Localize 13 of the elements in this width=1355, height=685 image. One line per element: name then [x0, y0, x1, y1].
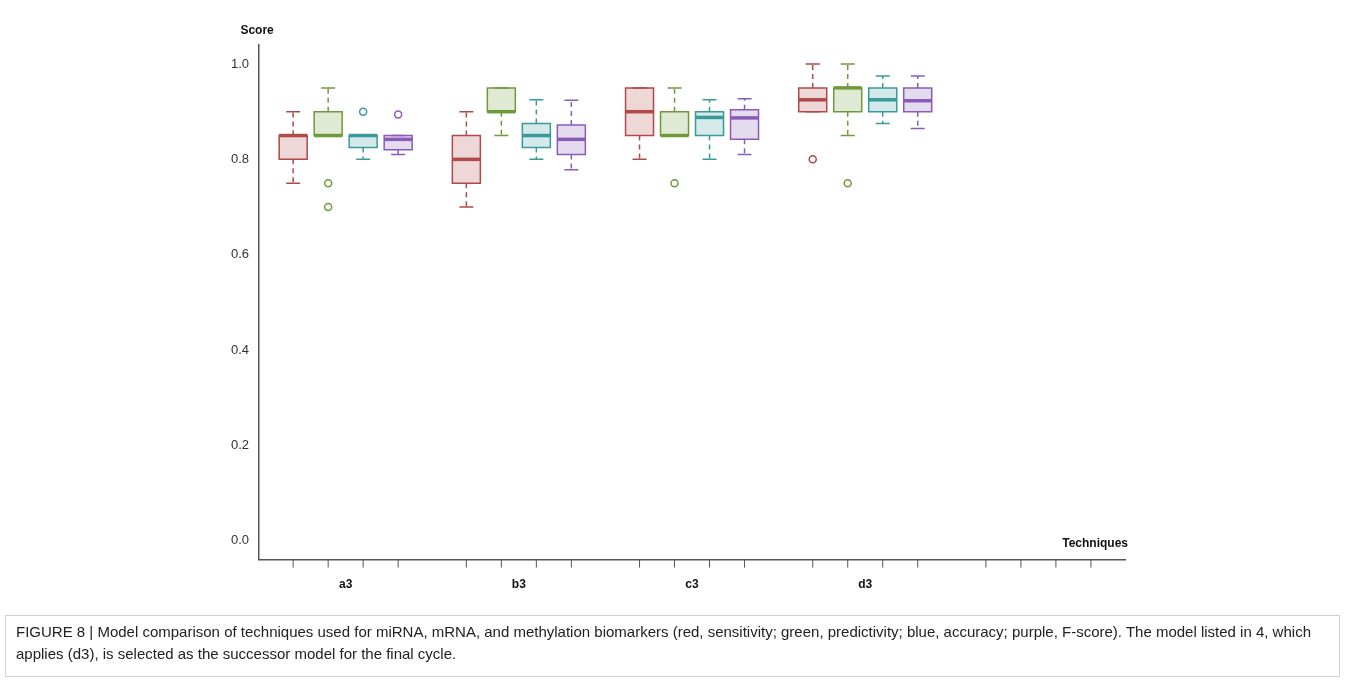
caption: FIGURE 8 | Model comparison of techniques used for miRNA, mRNA, and methylation biomarkers (red, sensitivity; green, predictivity; blue, accuracy; purple, F-score). The model listed in 4, which applies (d3), is selected as the successor model for the final cycle. [16, 622, 1312, 664]
x-tick-label: b3 [511, 577, 527, 592]
x-tick-label: a3 [338, 577, 353, 592]
x-tick-label: d3 [858, 577, 873, 592]
y-tick-label: 0.6 [230, 246, 250, 262]
y-tick-label: 1.0 [230, 55, 250, 71]
y-tick-label: 0.2 [230, 436, 250, 452]
y-tick-label: 0.8 [230, 150, 250, 166]
x-tick-label: c3 [685, 577, 700, 592]
y-tick-label: 0.4 [230, 341, 250, 357]
x-axis-title: Techniques [1062, 535, 1129, 550]
y-axis-title: Score [240, 23, 275, 37]
y-tick-label: 0.0 [230, 532, 250, 548]
